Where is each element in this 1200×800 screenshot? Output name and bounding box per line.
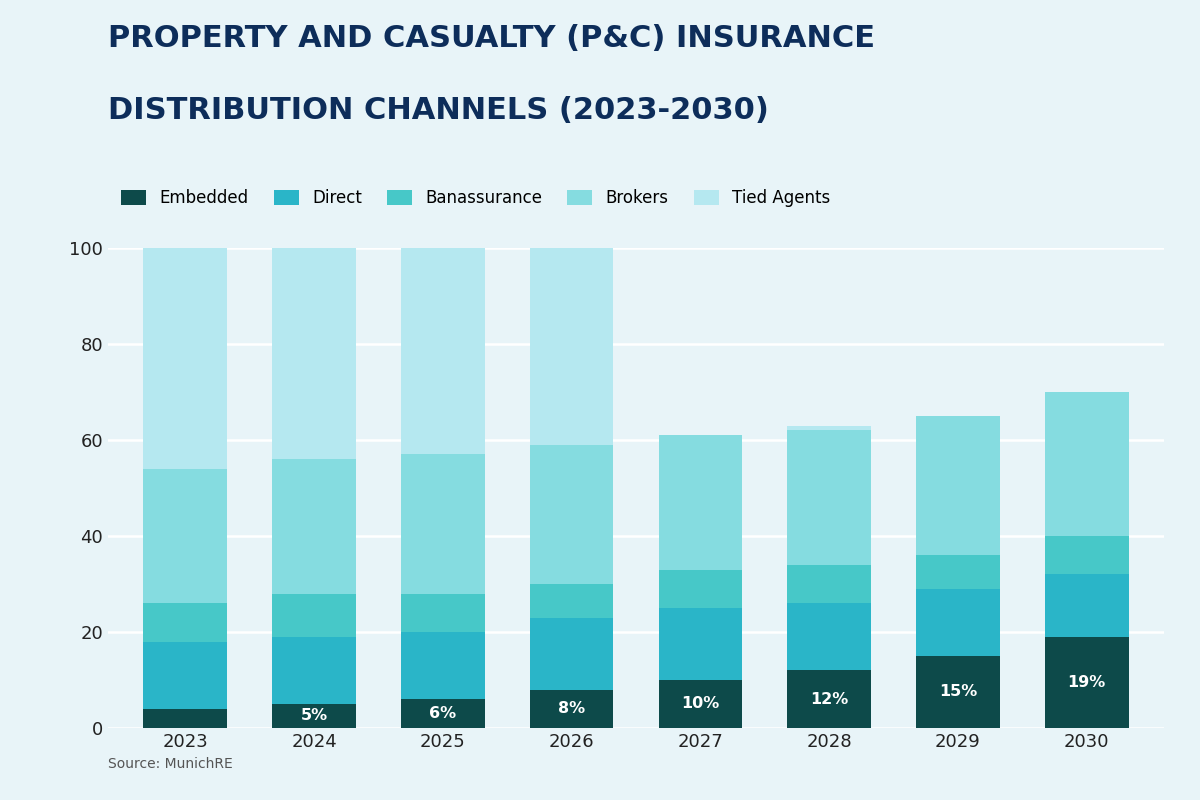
Bar (401, 248, 485, 454)
Bar (787, 670, 871, 728)
Bar (916, 656, 1000, 728)
Bar (144, 709, 227, 728)
Text: 10%: 10% (682, 697, 720, 711)
Text: PROPERTY AND CASUALTY (P&C) INSURANCE: PROPERTY AND CASUALTY (P&C) INSURANCE (108, 24, 875, 53)
Text: 6%: 6% (430, 706, 456, 721)
Bar (787, 426, 871, 430)
Legend: Embedded, Direct, Banassurance, Brokers, Tied Agents: Embedded, Direct, Banassurance, Brokers,… (116, 184, 835, 212)
Bar (529, 618, 613, 690)
Text: 8%: 8% (558, 702, 586, 716)
Bar (787, 603, 871, 670)
Bar (916, 589, 1000, 656)
Bar (529, 248, 613, 445)
Bar (144, 469, 227, 603)
Bar (272, 637, 356, 704)
Bar (659, 608, 743, 680)
Bar (144, 603, 227, 642)
Text: Source: MunichRE: Source: MunichRE (108, 757, 233, 771)
Bar (916, 555, 1000, 589)
Bar (529, 445, 613, 584)
Bar (144, 642, 227, 709)
Bar (916, 416, 1000, 555)
Bar (1045, 637, 1128, 728)
Text: 19%: 19% (1068, 675, 1106, 690)
Bar (787, 565, 871, 603)
Bar (1045, 574, 1128, 637)
Bar (529, 690, 613, 728)
Bar (144, 248, 227, 469)
Bar (787, 430, 871, 565)
Bar (401, 454, 485, 594)
Bar (659, 570, 743, 608)
Text: DISTRIBUTION CHANNELS (2023-2030): DISTRIBUTION CHANNELS (2023-2030) (108, 96, 769, 125)
Bar (659, 680, 743, 728)
Text: 15%: 15% (938, 685, 977, 699)
Bar (659, 435, 743, 570)
Bar (1045, 536, 1128, 574)
Bar (272, 704, 356, 728)
Text: 12%: 12% (810, 692, 848, 706)
Bar (272, 248, 356, 459)
Bar (529, 584, 613, 618)
Bar (272, 594, 356, 637)
Bar (401, 594, 485, 632)
Bar (401, 632, 485, 699)
Bar (401, 699, 485, 728)
Text: 5%: 5% (300, 709, 328, 723)
Bar (1045, 392, 1128, 536)
Bar (272, 459, 356, 594)
